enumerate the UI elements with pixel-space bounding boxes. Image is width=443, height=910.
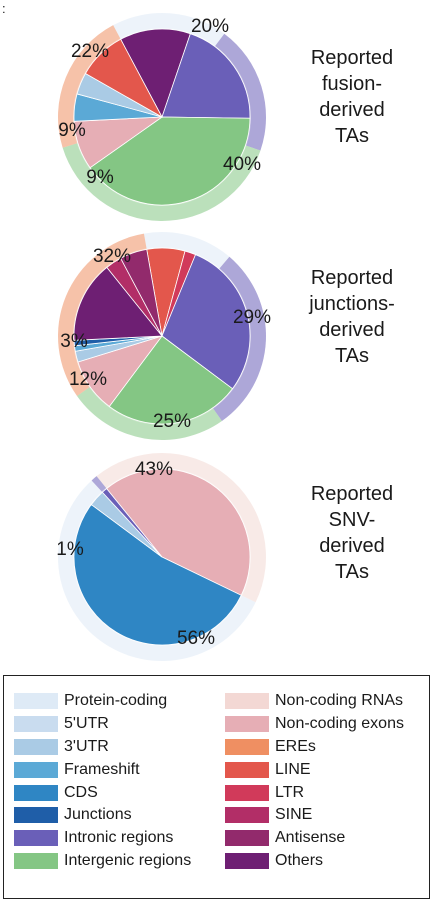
chart-title: Reported junctions-derived TAs bbox=[308, 267, 395, 367]
chart-title-line: fusion- bbox=[322, 73, 382, 95]
legend-swatch bbox=[14, 852, 58, 869]
legend-item-cds: CDS bbox=[14, 781, 191, 804]
legend-right-column: Non-coding RNAs Non-coding exons EREs LINE L… bbox=[225, 690, 404, 872]
pie-slice-intergenic-regions bbox=[108, 335, 234, 425]
legend-label: Junctions bbox=[64, 806, 132, 824]
legend-label: Frameshift bbox=[64, 760, 140, 778]
legend-item-3-utr: 3'UTR bbox=[14, 736, 191, 759]
legend-swatch bbox=[225, 852, 269, 869]
legend-label: Intronic regions bbox=[64, 829, 174, 847]
pie-chart-1: 20% 22% 9% 9% 40% Reported fusion-derived TAs bbox=[57, 12, 393, 221]
legend-label: Others bbox=[275, 851, 324, 869]
percent-label: 9% bbox=[58, 120, 86, 141]
legend-swatch bbox=[14, 807, 58, 824]
chart-title-line: Reported bbox=[311, 267, 393, 289]
legend-label: Non-coding RNAs bbox=[275, 692, 404, 710]
chart-title: Reported SNV-derived TAs bbox=[311, 483, 393, 583]
legend-item-eres: EREs bbox=[225, 736, 404, 759]
legend-swatch bbox=[14, 693, 58, 710]
chart-title-line: junctions- bbox=[308, 293, 395, 315]
legend-swatch bbox=[14, 784, 58, 801]
legend-item-frameshift: Frameshift bbox=[14, 758, 191, 781]
legend-label: Non-coding exons bbox=[275, 715, 404, 733]
pie-slice-others bbox=[73, 266, 163, 341]
legend-item-5-utr: 5'UTR bbox=[14, 713, 191, 736]
legend-label: SINE bbox=[275, 806, 313, 824]
legend-swatch bbox=[14, 716, 58, 733]
legend: Protein-coding 5'UTR 3'UTR Frameshift CDS Jun… bbox=[3, 675, 430, 899]
pie-chart-2: 32% 29% 3% 12% 25% Reported junctions-derived T… bbox=[58, 232, 395, 440]
percent-label: 29% bbox=[233, 307, 271, 328]
percent-label: 32% bbox=[93, 246, 131, 267]
legend-swatch bbox=[225, 784, 269, 801]
pie-slice-antisense bbox=[120, 248, 163, 337]
percent-label: 22% bbox=[71, 41, 109, 62]
percent-label: 20% bbox=[191, 16, 229, 37]
pie-slice-line bbox=[84, 38, 163, 119]
legend-label: Protein-coding bbox=[64, 692, 168, 710]
chart-title-line: TAs bbox=[335, 345, 369, 367]
percent-label: 25% bbox=[153, 411, 191, 432]
chart-title: Reported fusion-derived TAs bbox=[311, 47, 393, 147]
legend-left-column: Protein-coding 5'UTR 3'UTR Frameshift CDS Jun… bbox=[14, 690, 191, 872]
legend-label: 3'UTR bbox=[64, 737, 109, 755]
legend-swatch bbox=[225, 807, 269, 824]
chart-title-line: derived bbox=[319, 319, 385, 341]
legend-swatch bbox=[225, 830, 269, 847]
legend-item-antisense: Antisense bbox=[225, 827, 404, 850]
legend-item-junctions: Junctions bbox=[14, 804, 191, 827]
legend-label: CDS bbox=[64, 783, 98, 801]
legend-swatch bbox=[225, 693, 269, 710]
legend-swatch bbox=[14, 761, 58, 778]
legend-label: LTR bbox=[275, 783, 305, 801]
legend-item-non-coding-exons: Non-coding exons bbox=[225, 713, 404, 736]
percent-label: 40% bbox=[223, 154, 261, 175]
percent-label: 12% bbox=[69, 369, 107, 390]
pie-chart-3: 43% 1% 56% Reported SNV-derived TAs bbox=[56, 453, 393, 662]
legend-swatch bbox=[14, 830, 58, 847]
percent-label: 9% bbox=[86, 167, 114, 188]
legend-label: 5'UTR bbox=[64, 715, 109, 733]
pie-charts: 20%22%9%9%40%Reported fusion-derived TAs32… bbox=[56, 12, 395, 662]
legend-label: LINE bbox=[275, 760, 311, 778]
legend-swatch bbox=[225, 716, 269, 733]
pie-slice-non-coding-exons bbox=[106, 468, 251, 596]
percent-label: 56% bbox=[177, 628, 215, 649]
pie-slice-others bbox=[120, 28, 191, 119]
legend-item-protein-coding: Protein-coding bbox=[14, 690, 191, 713]
pie-slice-intronic-regions bbox=[161, 33, 251, 119]
legend-item-ltr: LTR bbox=[225, 781, 404, 804]
percent-label: 3% bbox=[60, 331, 88, 352]
chart-title-line: Reported bbox=[311, 47, 393, 69]
pie-slice-intergenic-regions bbox=[89, 116, 251, 206]
chart-title-line: TAs bbox=[335, 561, 369, 583]
legend-item-line: LINE bbox=[225, 758, 404, 781]
pie-slice-intronic-regions bbox=[161, 254, 251, 390]
legend-item-non-coding-rnas: Non-coding RNAs bbox=[225, 690, 404, 713]
legend-label: Antisense bbox=[275, 829, 346, 847]
legend-item-intronic-regions: Intronic regions bbox=[14, 827, 191, 850]
percent-label: 43% bbox=[135, 459, 173, 480]
legend-item-others: Others bbox=[225, 850, 404, 873]
chart-title-line: SNV- bbox=[329, 509, 376, 531]
legend-swatch bbox=[225, 761, 269, 778]
pie-slice-cds bbox=[73, 503, 242, 646]
legend-swatch bbox=[14, 738, 58, 755]
chart-title-line: derived bbox=[319, 99, 385, 121]
legend-swatch bbox=[225, 738, 269, 755]
legend-item-intergenic-regions: Intergenic regions bbox=[14, 850, 191, 873]
pie-slice-intronic-regions bbox=[101, 488, 163, 558]
chart-title-line: Reported bbox=[311, 483, 393, 505]
legend-label: EREs bbox=[275, 737, 316, 755]
panel-corner-mark: : bbox=[2, 1, 6, 16]
percent-label: 1% bbox=[56, 539, 84, 560]
chart-title-line: TAs bbox=[335, 125, 369, 147]
legend-label: Intergenic regions bbox=[64, 851, 192, 869]
legend-item-sine: SINE bbox=[225, 804, 404, 827]
chart-title-line: derived bbox=[319, 535, 385, 557]
